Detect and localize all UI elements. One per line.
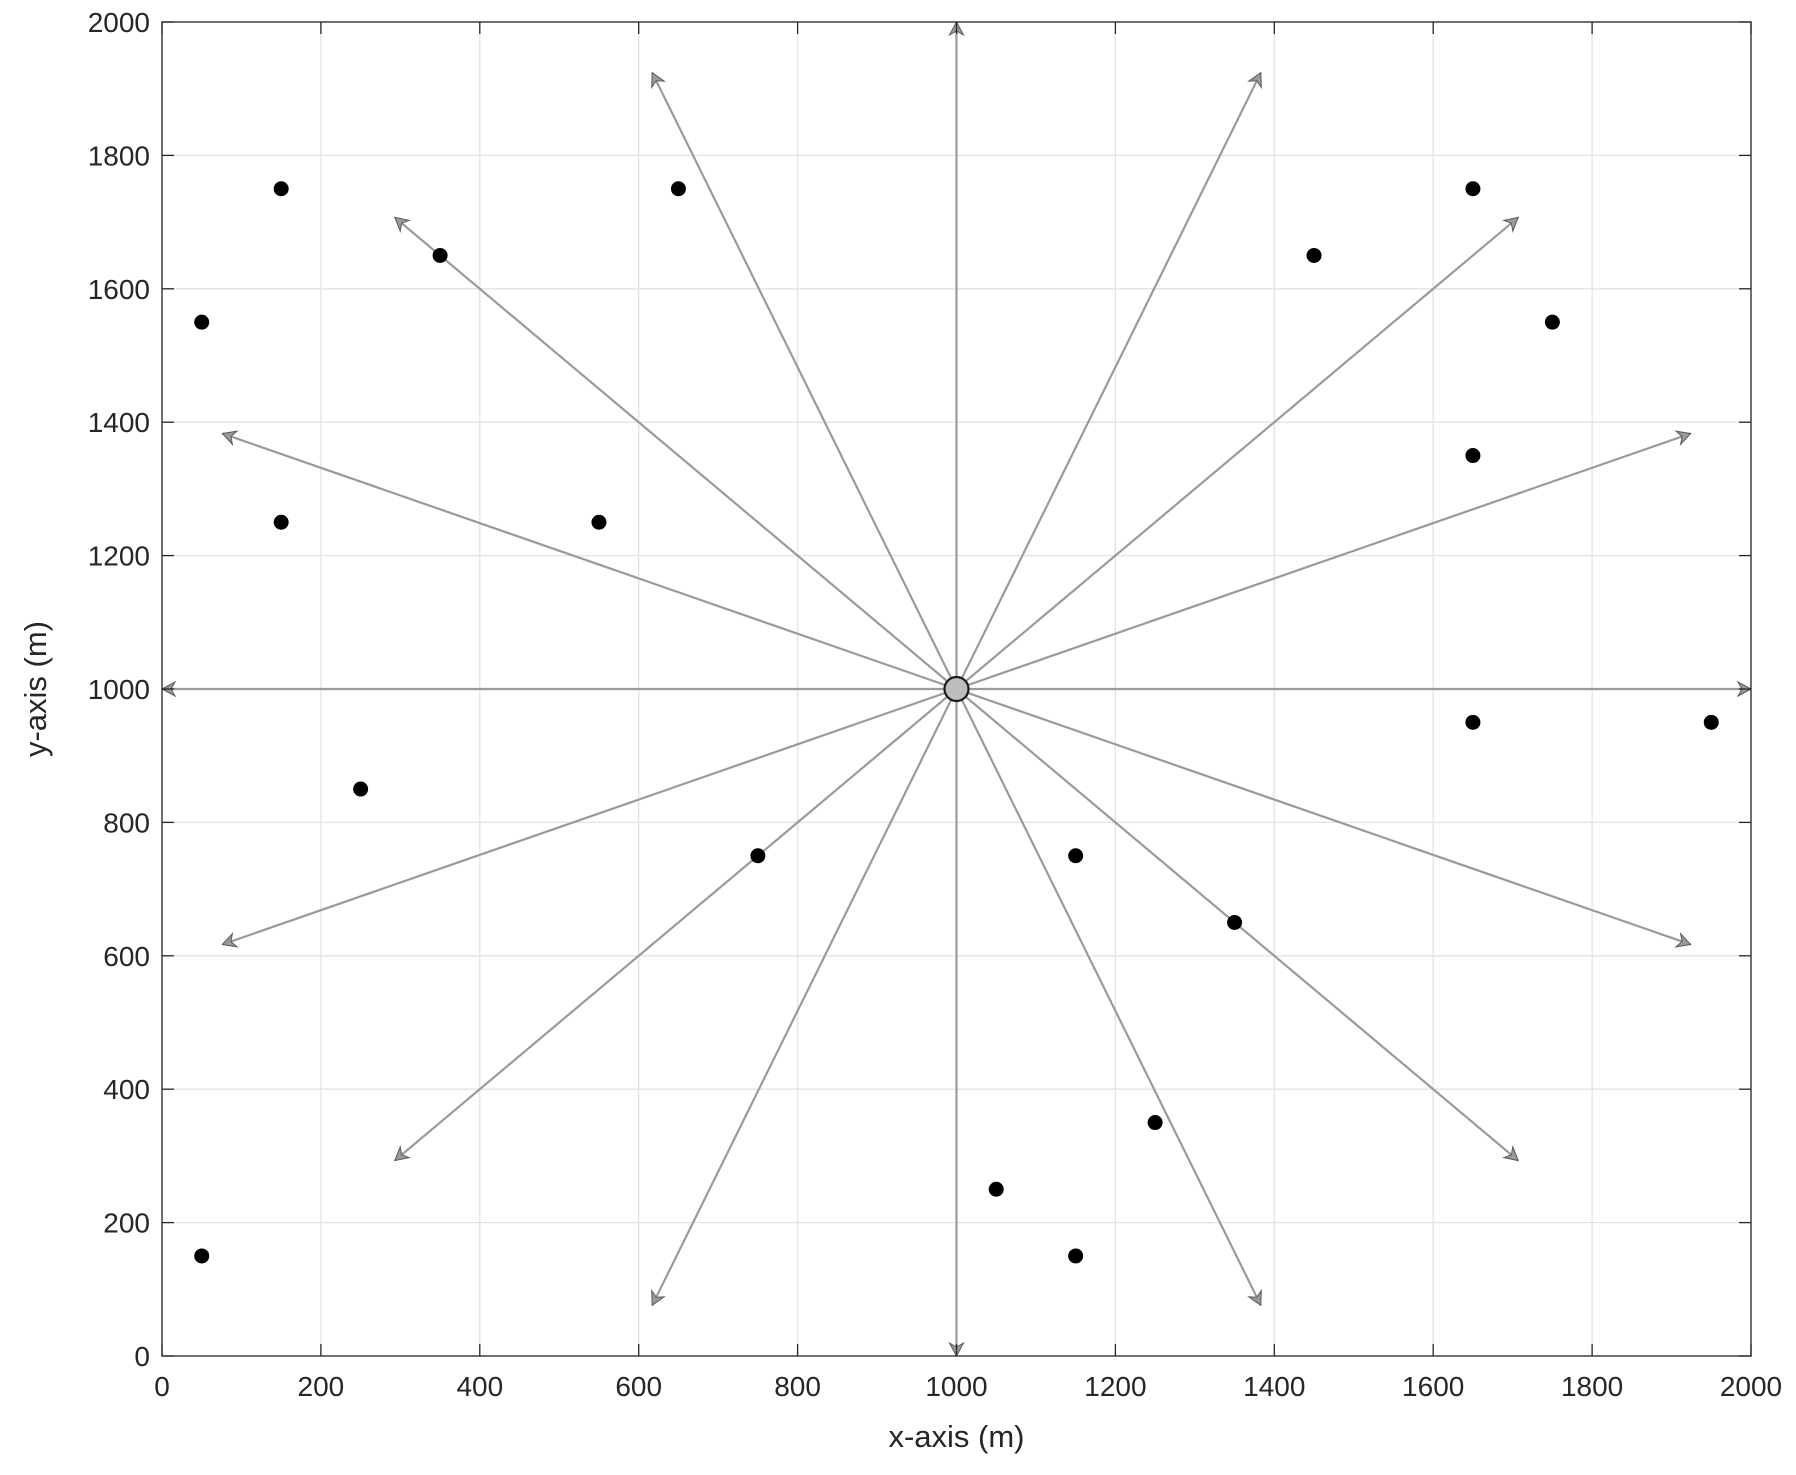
ray-line (222, 687, 957, 946)
y-tick-label: 800 (103, 807, 150, 838)
ray-arrowhead (1502, 1144, 1520, 1162)
axes (161, 21, 1752, 1357)
x-tick-label: 2000 (1720, 1371, 1782, 1402)
center-node-group (943, 675, 970, 703)
ray-line (651, 688, 958, 1306)
ray-arrowhead (651, 1288, 666, 1307)
ray-arrowhead (1247, 1288, 1262, 1307)
ray-line (651, 72, 958, 690)
y-tick-label: 1800 (88, 140, 150, 171)
data-point (1465, 448, 1481, 464)
ray-arrowhead (1502, 216, 1520, 234)
y-tick-label: 2000 (88, 7, 150, 38)
data-point (273, 181, 289, 197)
ray-line (955, 216, 1519, 690)
data-point (353, 781, 369, 797)
x-tick-label: 200 (298, 1371, 345, 1402)
x-tick-label: 1400 (1243, 1371, 1305, 1402)
y-tick-label: 400 (103, 1074, 150, 1105)
ray-arrowhead (651, 71, 666, 90)
ray-arrowhead (393, 216, 411, 234)
plot-frame (161, 21, 1752, 1357)
ray-arrowhead (1247, 71, 1262, 90)
x-tick-label: 600 (615, 1371, 662, 1402)
data-point (1227, 914, 1243, 930)
ray-arrowhead (393, 1144, 411, 1162)
y-tick-label: 600 (103, 941, 150, 972)
data-point (432, 247, 448, 263)
ray-line (955, 72, 1262, 690)
y-axis-label: y-axis (m) (18, 621, 53, 757)
ray-line (394, 688, 958, 1162)
y-tick-label: 1000 (88, 674, 150, 705)
x-tick-label: 1200 (1084, 1371, 1146, 1402)
ray-line (955, 688, 1262, 1306)
x-axis-label: x-axis (m) (888, 1419, 1024, 1454)
y-tick-label: 0 (134, 1341, 150, 1372)
data-point (1147, 1115, 1163, 1131)
data-point (670, 181, 686, 197)
data-point (1703, 714, 1719, 730)
x-tick-label: 1600 (1402, 1371, 1464, 1402)
data-point (273, 514, 289, 530)
y-tick-label: 1200 (88, 541, 150, 572)
data-point (1465, 714, 1481, 730)
data-point (1306, 247, 1322, 263)
x-tick-label: 800 (774, 1371, 821, 1402)
x-tick-label: 1800 (1561, 1371, 1623, 1402)
data-point (591, 514, 607, 530)
data-point (1068, 1248, 1084, 1264)
ray-line (956, 687, 1691, 946)
x-tick-label: 0 (154, 1371, 170, 1402)
ray-line (394, 216, 958, 690)
data-point (1465, 181, 1481, 197)
data-point (194, 314, 210, 330)
data-point (750, 848, 766, 864)
y-tick-label: 1600 (88, 274, 150, 305)
data-point (194, 1248, 210, 1264)
data-point (1068, 848, 1084, 864)
data-point (1544, 314, 1560, 330)
tick-labels: 0 200 400 600 800 1000 1200 1400 1600 1800 2000 0 20… (88, 7, 1782, 1402)
ray-arrowhead (1674, 931, 1692, 948)
ray-line (956, 432, 1691, 691)
ray-arrowhead (1674, 430, 1692, 447)
y-tick-label: 1400 (88, 407, 150, 438)
ray-arrowhead (221, 931, 239, 948)
x-tick-label: 1000 (925, 1371, 987, 1402)
center-node (943, 675, 970, 703)
ray-arrowhead (221, 430, 239, 447)
data-points (194, 181, 1719, 1264)
ray-line (222, 432, 957, 691)
data-point (988, 1181, 1004, 1197)
x-tick-label: 400 (456, 1371, 503, 1402)
y-tick-label: 200 (103, 1208, 150, 1239)
